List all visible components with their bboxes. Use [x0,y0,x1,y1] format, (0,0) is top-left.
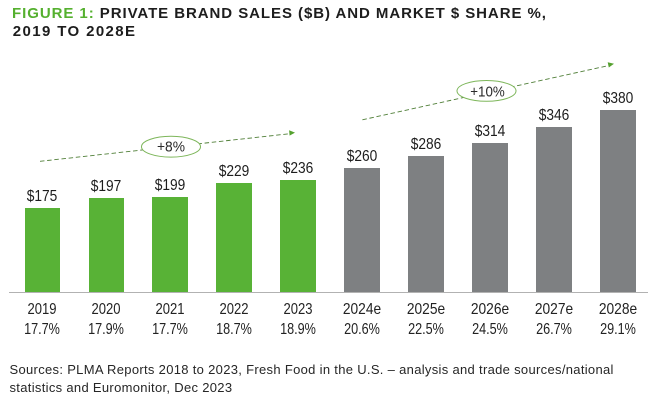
svg-text:+10%: +10% [470,84,505,101]
svg-text:+8%: +8% [157,139,185,156]
